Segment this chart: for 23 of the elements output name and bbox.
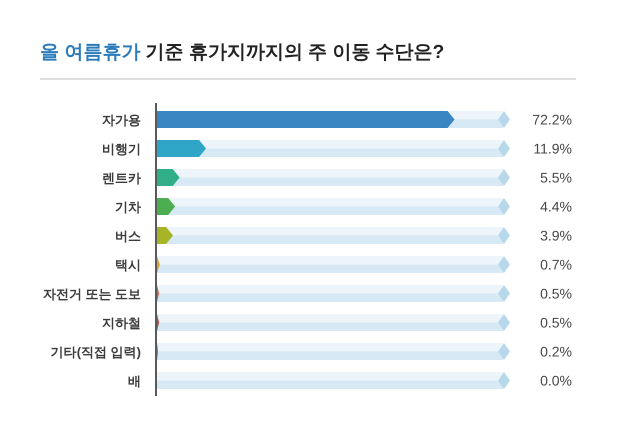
y-tick-label: 택시 bbox=[115, 258, 141, 272]
y-tick-label: 지하철 bbox=[102, 316, 141, 330]
data-label: 3.9% bbox=[540, 228, 572, 244]
y-tick-label: 자가용 bbox=[102, 112, 141, 128]
data-label: 11.9% bbox=[533, 140, 572, 156]
y-tick-label: 렌트카 bbox=[102, 170, 141, 186]
data-label: 72.2% bbox=[532, 112, 572, 128]
bar bbox=[157, 111, 455, 128]
data-label: 4.4% bbox=[540, 198, 572, 214]
chart-title: 올 여름휴가 기준 휴가지까지의 주 이동 수단은? bbox=[40, 42, 444, 63]
y-tick-label: 배 bbox=[128, 374, 141, 388]
y-tick-label: 기타(직접 입력) bbox=[50, 344, 141, 360]
data-label: 0.2% bbox=[540, 344, 572, 360]
y-tick-label: 자전거 또는 도보 bbox=[42, 286, 141, 302]
data-label: 0.7% bbox=[540, 256, 572, 272]
y-tick-label: 비행기 bbox=[102, 142, 141, 156]
data-label: 5.5% bbox=[540, 170, 572, 186]
data-label: 0.5% bbox=[540, 314, 572, 330]
bar bbox=[157, 140, 206, 157]
data-label: 0.0% bbox=[540, 372, 572, 388]
y-tick-label: 버스 bbox=[115, 228, 141, 244]
y-tick-label: 기차 bbox=[115, 200, 141, 214]
data-label: 0.5% bbox=[540, 286, 572, 302]
